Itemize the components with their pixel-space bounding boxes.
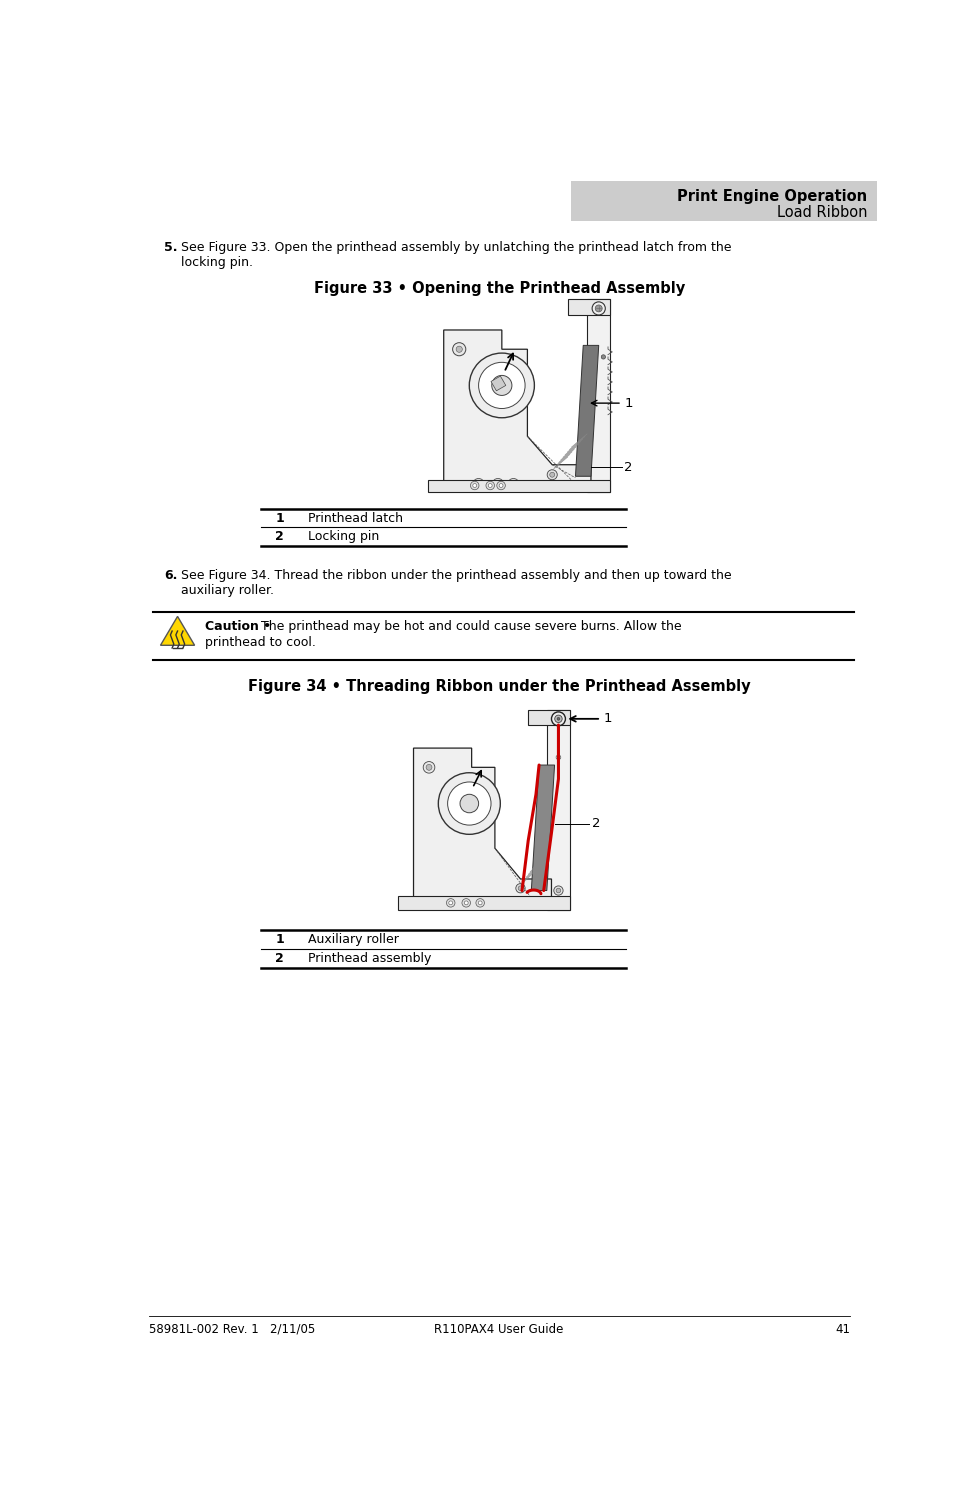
Circle shape (469, 354, 535, 418)
Circle shape (438, 772, 501, 834)
Text: Caution •: Caution • (205, 620, 271, 632)
Circle shape (492, 375, 512, 396)
Circle shape (556, 756, 561, 760)
Text: 2: 2 (276, 530, 284, 543)
Text: 58981L-002 Rev. 1   2/11/05: 58981L-002 Rev. 1 2/11/05 (149, 1323, 316, 1335)
Circle shape (497, 482, 506, 489)
Polygon shape (576, 345, 599, 476)
Circle shape (592, 303, 605, 315)
Text: The printhead may be hot and could cause severe burns. Allow the: The printhead may be hot and could cause… (257, 620, 682, 632)
Circle shape (446, 898, 455, 908)
Text: 5.: 5. (165, 241, 178, 254)
Text: printhead to cool.: printhead to cool. (205, 635, 316, 649)
Circle shape (547, 470, 557, 480)
Text: 1: 1 (276, 512, 284, 525)
Polygon shape (528, 709, 570, 725)
Text: 41: 41 (836, 1323, 850, 1335)
Circle shape (426, 765, 431, 771)
Circle shape (495, 482, 501, 486)
Text: R110PAX4 User Guide: R110PAX4 User Guide (434, 1323, 564, 1335)
Circle shape (601, 355, 606, 360)
Bar (546, 709, 570, 911)
Circle shape (493, 479, 504, 489)
Text: 2: 2 (276, 951, 284, 965)
Circle shape (476, 482, 481, 486)
Text: Printhead assembly: Printhead assembly (308, 951, 431, 965)
Circle shape (448, 783, 491, 825)
Circle shape (472, 483, 476, 488)
Text: Locking pin: Locking pin (308, 530, 379, 543)
Circle shape (518, 886, 523, 891)
Polygon shape (429, 480, 611, 492)
Polygon shape (568, 299, 611, 315)
Circle shape (499, 483, 503, 488)
Circle shape (478, 901, 482, 905)
Circle shape (554, 886, 563, 895)
Bar (571, 181, 877, 221)
Text: Printhead latch: Printhead latch (308, 512, 403, 525)
Circle shape (462, 898, 470, 908)
Text: Auxiliary roller: Auxiliary roller (308, 933, 398, 945)
Text: Figure 34 • Threading Ribbon under the Printhead Assembly: Figure 34 • Threading Ribbon under the P… (247, 679, 751, 694)
Circle shape (557, 718, 560, 721)
Bar (491, 376, 506, 391)
Circle shape (551, 712, 566, 725)
Polygon shape (398, 895, 570, 911)
Circle shape (449, 901, 453, 905)
Circle shape (465, 901, 468, 905)
Polygon shape (161, 617, 195, 646)
Circle shape (486, 482, 495, 489)
Circle shape (456, 346, 463, 352)
Circle shape (516, 883, 525, 892)
Bar (587, 299, 611, 492)
Text: 1: 1 (624, 397, 633, 409)
Text: 6.: 6. (165, 569, 177, 582)
Polygon shape (532, 765, 554, 891)
Circle shape (595, 306, 602, 312)
Circle shape (424, 762, 434, 774)
Text: See Figure 33. Open the printhead assembly by unlatching the printhead latch fro: See Figure 33. Open the printhead assemb… (181, 241, 731, 254)
Text: Print Engine Operation: Print Engine Operation (677, 190, 867, 205)
Circle shape (555, 715, 562, 722)
Text: 1: 1 (604, 712, 612, 725)
Text: Load Ribbon: Load Ribbon (777, 205, 867, 220)
Polygon shape (444, 330, 591, 492)
Circle shape (476, 898, 484, 908)
Text: locking pin.: locking pin. (181, 256, 253, 269)
Circle shape (549, 473, 555, 477)
Text: See Figure 34. Thread the ribbon under the printhead assembly and then up toward: See Figure 34. Thread the ribbon under t… (181, 569, 732, 582)
Circle shape (488, 483, 492, 488)
Circle shape (470, 482, 479, 489)
Circle shape (510, 482, 516, 486)
Polygon shape (414, 748, 551, 911)
Circle shape (507, 479, 519, 489)
Circle shape (473, 479, 484, 489)
Text: 1: 1 (276, 933, 284, 945)
Circle shape (556, 888, 561, 892)
Text: 2: 2 (592, 817, 600, 831)
Text: Figure 33 • Opening the Printhead Assembly: Figure 33 • Opening the Printhead Assemb… (314, 281, 685, 295)
Text: auxiliary roller.: auxiliary roller. (181, 584, 275, 597)
Circle shape (478, 363, 525, 408)
Text: 2: 2 (624, 461, 633, 474)
Circle shape (453, 343, 466, 355)
Circle shape (460, 795, 478, 813)
